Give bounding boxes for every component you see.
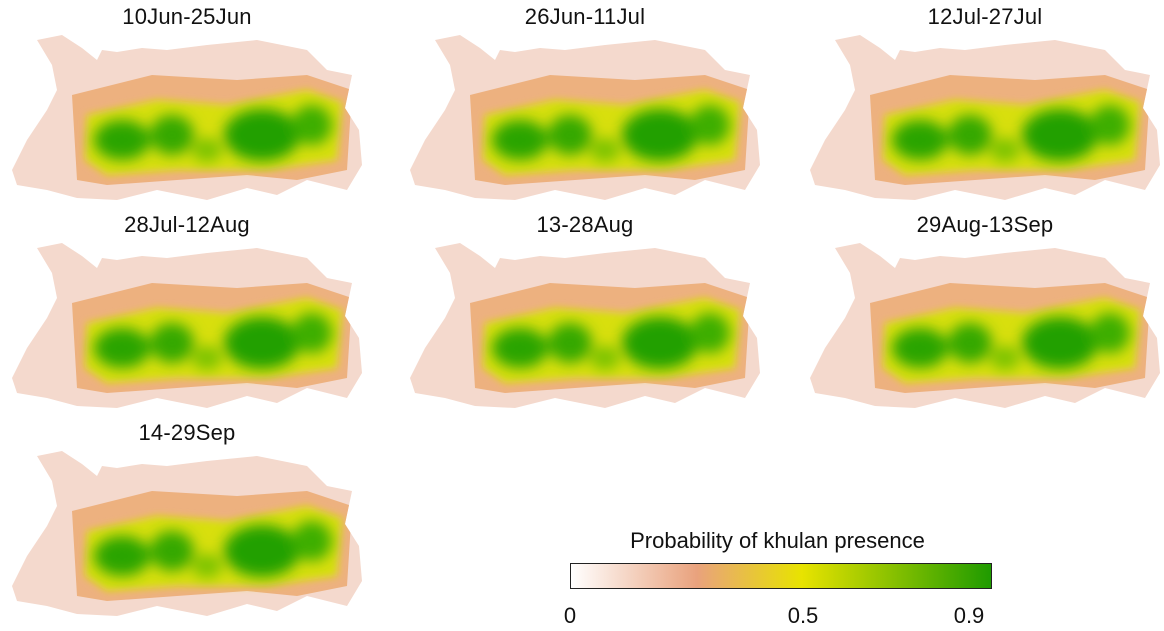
probability-map bbox=[12, 35, 362, 200]
probability-map bbox=[410, 243, 760, 408]
probability-map bbox=[410, 35, 760, 200]
map-panel: 13-28Aug bbox=[405, 208, 765, 418]
panel-title: 29Aug-13Sep bbox=[916, 212, 1054, 237]
map-panel: 10Jun-25Jun bbox=[7, 0, 367, 210]
probability-map bbox=[810, 243, 1160, 408]
map-panel: 28Jul-12Aug bbox=[7, 208, 367, 418]
panel-title: 10Jun-25Jun bbox=[122, 4, 252, 29]
map-panel: 26Jun-11Jul bbox=[405, 0, 765, 210]
panel-title: 14-29Sep bbox=[138, 420, 236, 445]
panel-title: 13-28Aug bbox=[536, 212, 634, 237]
probability-map bbox=[810, 35, 1160, 200]
map-panel: 12Jul-27Jul bbox=[805, 0, 1164, 210]
panel-title: 28Jul-12Aug bbox=[124, 212, 250, 237]
legend-tick-min: 0 bbox=[563, 603, 577, 628]
panel-title: 12Jul-27Jul bbox=[927, 4, 1043, 29]
color-legend: Probability of khulan presence 0 0.5 0.9 bbox=[555, 525, 1000, 629]
legend-color-bar bbox=[570, 563, 992, 589]
map-panel: 14-29Sep bbox=[7, 416, 367, 626]
panel-title: 26Jun-11Jul bbox=[524, 4, 646, 29]
probability-map bbox=[12, 451, 362, 616]
map-panel: 29Aug-13Sep bbox=[805, 208, 1164, 418]
legend-tick-mid: 0.5 bbox=[787, 603, 819, 628]
probability-map bbox=[12, 243, 362, 408]
legend-title: Probability of khulan presence bbox=[630, 528, 925, 553]
legend-tick-max: 0.9 bbox=[953, 603, 985, 628]
